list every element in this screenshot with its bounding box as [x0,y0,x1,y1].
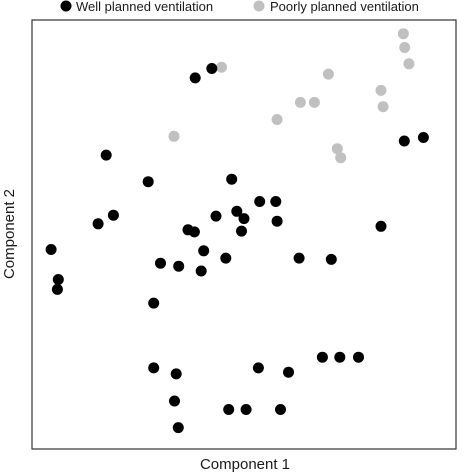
point-well [51,283,63,295]
point-well [92,218,104,230]
point-well [325,253,337,265]
point-well [353,351,364,363]
point-well [170,368,182,380]
point-poor [308,96,320,108]
point-well [52,274,64,285]
point-well [417,132,429,143]
legend-label-poor: Poorly planned ventilation [270,0,419,14]
point-poor [168,130,180,142]
points-layer [45,28,429,434]
point-well [188,226,200,238]
point-poor [331,143,343,155]
point-poor [377,101,389,113]
point-well [195,265,207,277]
point-well [173,260,185,272]
point-well [148,362,160,374]
point-well [271,215,283,227]
legend-marker-poor [253,0,265,12]
point-well [220,252,232,264]
point-well [169,395,180,407]
point-poor [375,84,387,96]
point-well [275,404,286,415]
point-well [375,220,387,232]
legend-marker-well [60,0,72,12]
point-poor [216,61,227,73]
point-well [155,257,166,269]
point-poor [322,68,334,80]
x-axis-label: Component 1 [200,456,290,473]
point-well [236,225,247,237]
point-well [142,176,154,188]
point-well [270,196,282,207]
point-well [223,404,235,415]
point-well [45,244,57,255]
point-well [226,173,238,185]
point-well [334,351,346,363]
point-well [210,210,222,222]
point-well [240,404,252,415]
point-poor [271,114,283,125]
point-well [172,422,184,434]
point-well [148,297,160,309]
point-poor [294,96,306,108]
point-well [398,135,410,147]
point-well [206,63,218,74]
point-well [283,366,294,378]
point-well [293,252,305,264]
y-axis-label: Component 2 [1,189,18,279]
plot-frame [31,19,457,450]
point-well [231,205,243,217]
point-poor [397,28,409,40]
point-well [100,149,112,161]
point-well [316,351,328,363]
point-well [107,209,119,221]
legend-label-well: Well planned ventilation [76,0,213,14]
legend: Well planned ventilation Poorly planned … [60,0,419,14]
point-well [189,72,201,84]
point-well [254,196,266,207]
point-poor [399,42,411,53]
point-well [252,362,264,374]
point-poor [403,58,415,70]
point-well [198,245,210,257]
point-well [238,213,250,225]
point-poor [335,152,347,164]
